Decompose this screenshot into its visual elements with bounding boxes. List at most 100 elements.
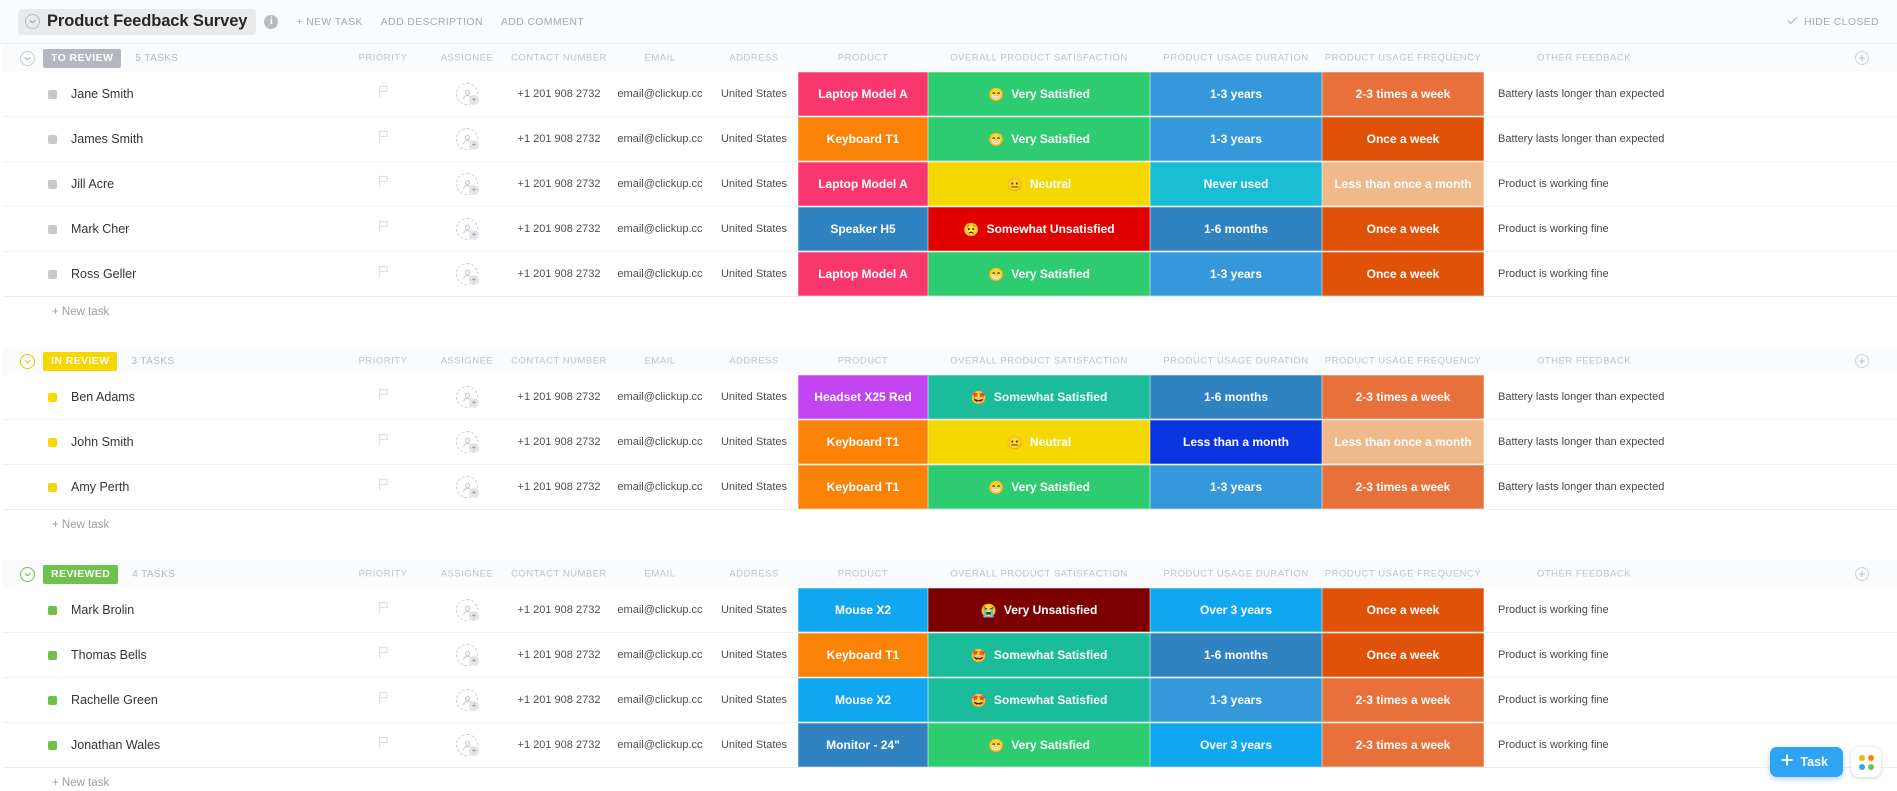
table-row[interactable]: Jonathan Wales + +1 201 908 2732 email@clic… — [0, 723, 1897, 768]
product-cell[interactable]: Laptop Model A — [798, 162, 928, 206]
column-header-other-feedback[interactable]: OTHER FEEDBACK — [1536, 355, 1632, 367]
task-name-cell[interactable]: James Smith — [0, 117, 340, 161]
task-name-cell[interactable]: Mark Brolin — [0, 588, 340, 632]
group-status-badge[interactable]: TO REVIEW — [43, 48, 122, 68]
assignee-cell[interactable]: + — [426, 252, 508, 296]
contact-number-cell[interactable]: +1 201 908 2732 — [508, 633, 610, 677]
avatar[interactable]: + — [456, 128, 479, 150]
address-cell[interactable]: United States — [710, 117, 798, 161]
task-name-cell[interactable]: Jane Smith — [0, 72, 340, 116]
column-header-priority[interactable]: PRIORITY — [358, 355, 408, 367]
page-title-container[interactable]: Product Feedback Survey — [18, 8, 257, 35]
flag-icon[interactable] — [378, 691, 389, 709]
other-feedback-cell[interactable]: Battery lasts longer than expected — [1484, 72, 1684, 116]
flag-icon[interactable] — [378, 646, 389, 664]
column-header-assignee[interactable]: ASSIGNEE — [440, 52, 494, 64]
task-name-cell[interactable]: Jill Acre — [0, 162, 340, 206]
contact-number-cell[interactable]: +1 201 908 2732 — [508, 723, 610, 767]
address-cell[interactable]: United States — [710, 588, 798, 632]
email-cell[interactable]: email@clickup.cc — [610, 723, 710, 767]
other-feedback-cell[interactable]: Product is working fine — [1484, 207, 1684, 251]
task-name-cell[interactable]: Amy Perth — [0, 465, 340, 509]
table-row[interactable]: John Smith + +1 201 908 2732 email@clickup.… — [0, 420, 1897, 465]
usage-duration-cell[interactable]: 1-3 years — [1150, 678, 1322, 722]
contact-number-cell[interactable]: +1 201 908 2732 — [508, 252, 610, 296]
assignee-cell[interactable]: + — [426, 420, 508, 464]
column-header-contact-number[interactable]: CONTACT NUMBER — [511, 355, 607, 367]
satisfaction-cell[interactable]: 😁 Very Satisfied — [928, 723, 1150, 767]
table-row[interactable]: Amy Perth + +1 201 908 2732 email@clickup.c… — [0, 465, 1897, 510]
usage-frequency-cell[interactable]: Once a week — [1322, 252, 1484, 296]
address-cell[interactable]: United States — [710, 72, 798, 116]
table-row[interactable]: Mark Cher + +1 201 908 2732 email@clickup.c… — [0, 207, 1897, 252]
table-row[interactable]: Jane Smith + +1 201 908 2732 email@clickup.… — [0, 72, 1897, 117]
table-row[interactable]: Rachelle Green + +1 201 908 2732 email@clic… — [0, 678, 1897, 723]
flag-icon[interactable] — [378, 736, 389, 754]
other-feedback-cell[interactable]: Product is working fine — [1484, 633, 1684, 677]
product-cell[interactable]: Keyboard T1 — [798, 465, 928, 509]
usage-frequency-cell[interactable]: Once a week — [1322, 117, 1484, 161]
usage-frequency-cell[interactable]: Once a week — [1322, 588, 1484, 632]
avatar[interactable]: + — [456, 83, 479, 105]
email-cell[interactable]: email@clickup.cc — [610, 633, 710, 677]
usage-frequency-cell[interactable]: 2-3 times a week — [1322, 375, 1484, 419]
avatar[interactable]: + — [456, 476, 479, 498]
usage-duration-cell[interactable]: Never used — [1150, 162, 1322, 206]
satisfaction-cell[interactable]: 🤩 Somewhat Satisfied — [928, 375, 1150, 419]
column-header-product-usage-frequency[interactable]: PRODUCT USAGE FREQUENCY — [1324, 355, 1482, 367]
table-row[interactable]: James Smith + +1 201 908 2732 email@clickup… — [0, 117, 1897, 162]
contact-number-cell[interactable]: +1 201 908 2732 — [508, 207, 610, 251]
column-header-overall-product-satisfaction[interactable]: OVERALL PRODUCT SATISFACTION — [950, 568, 1128, 580]
column-header-product-usage-frequency[interactable]: PRODUCT USAGE FREQUENCY — [1324, 568, 1482, 580]
avatar[interactable]: + — [456, 599, 479, 621]
usage-duration-cell[interactable]: Less than a month — [1150, 420, 1322, 464]
contact-number-cell[interactable]: +1 201 908 2732 — [508, 162, 610, 206]
usage-duration-cell[interactable]: 1-6 months — [1150, 207, 1322, 251]
assignee-cell[interactable]: + — [426, 465, 508, 509]
flag-icon[interactable] — [378, 85, 389, 103]
column-header-assignee[interactable]: ASSIGNEE — [440, 355, 494, 367]
satisfaction-cell[interactable]: 🤩 Somewhat Satisfied — [928, 678, 1150, 722]
flag-icon[interactable] — [378, 388, 389, 406]
add-assignee-icon[interactable]: + — [469, 230, 479, 240]
column-header-address[interactable]: ADDRESS — [729, 52, 779, 64]
table-row[interactable]: Jill Acre + +1 201 908 2732 email@clickup.c… — [0, 162, 1897, 207]
add-assignee-icon[interactable]: + — [469, 398, 479, 408]
usage-duration-cell[interactable]: 1-3 years — [1150, 252, 1322, 296]
satisfaction-cell[interactable]: 😟 Somewhat Unsatisfied — [928, 207, 1150, 251]
column-header-address[interactable]: ADDRESS — [729, 355, 779, 367]
priority-cell[interactable] — [340, 207, 426, 251]
column-header-priority[interactable]: PRIORITY — [358, 52, 408, 64]
column-header-product-usage-duration[interactable]: PRODUCT USAGE DURATION — [1163, 355, 1309, 367]
add-assignee-icon[interactable]: + — [469, 701, 479, 711]
email-cell[interactable]: email@clickup.cc — [610, 117, 710, 161]
flag-icon[interactable] — [378, 220, 389, 238]
priority-cell[interactable] — [340, 633, 426, 677]
assignee-cell[interactable]: + — [426, 162, 508, 206]
create-task-button[interactable]: Task — [1770, 747, 1843, 777]
satisfaction-cell[interactable]: 😭 Very Unsatisfied — [928, 588, 1150, 632]
address-cell[interactable]: United States — [710, 162, 798, 206]
column-header-product-usage-frequency[interactable]: PRODUCT USAGE FREQUENCY — [1324, 52, 1482, 64]
add-assignee-icon[interactable]: + — [469, 656, 479, 666]
address-cell[interactable]: United States — [710, 252, 798, 296]
group-collapse-icon[interactable] — [20, 353, 35, 369]
email-cell[interactable]: email@clickup.cc — [610, 420, 710, 464]
priority-cell[interactable] — [340, 375, 426, 419]
add-new-task-row[interactable]: + New task — [0, 768, 1897, 791]
hide-closed-toggle[interactable]: HIDE CLOSED — [1787, 16, 1879, 28]
assignee-cell[interactable]: + — [426, 678, 508, 722]
group-collapse-icon[interactable] — [20, 566, 35, 582]
other-feedback-cell[interactable]: Product is working fine — [1484, 162, 1684, 206]
address-cell[interactable]: United States — [710, 678, 798, 722]
other-feedback-cell[interactable]: Product is working fine — [1484, 678, 1684, 722]
satisfaction-cell[interactable]: 😁 Very Satisfied — [928, 117, 1150, 161]
add-assignee-icon[interactable]: + — [469, 443, 479, 453]
avatar[interactable]: + — [456, 734, 479, 756]
column-header-product-usage-duration[interactable]: PRODUCT USAGE DURATION — [1163, 568, 1309, 580]
add-assignee-icon[interactable]: + — [469, 95, 479, 105]
email-cell[interactable]: email@clickup.cc — [610, 162, 710, 206]
usage-duration-cell[interactable]: 1-6 months — [1150, 633, 1322, 677]
contact-number-cell[interactable]: +1 201 908 2732 — [508, 465, 610, 509]
product-cell[interactable]: Keyboard T1 — [798, 420, 928, 464]
